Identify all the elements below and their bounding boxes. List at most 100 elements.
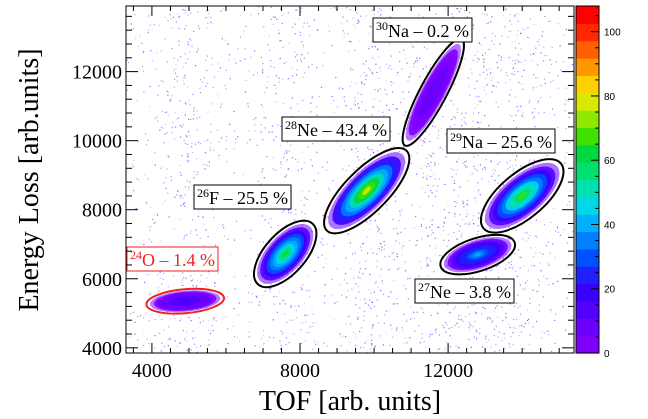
background-speckle	[182, 79, 184, 82]
colorbar-tick-label: 0	[604, 349, 610, 360]
background-speckle	[216, 350, 218, 352]
background-speckle	[519, 305, 521, 307]
background-speckle	[544, 15, 546, 18]
background-speckle	[186, 234, 188, 236]
background-speckle	[453, 189, 455, 191]
background-speckle	[440, 255, 442, 257]
background-speckle	[369, 306, 371, 308]
background-speckle	[331, 95, 333, 98]
background-speckle	[308, 25, 310, 27]
background-speckle	[174, 72, 177, 74]
background-speckle	[464, 58, 466, 60]
background-speckle	[439, 348, 441, 350]
background-speckle	[233, 336, 236, 338]
background-speckle	[180, 174, 182, 176]
background-speckle	[426, 265, 428, 267]
background-speckle	[419, 342, 421, 344]
background-speckle	[262, 241, 264, 243]
background-speckle	[377, 322, 379, 324]
colorbar-tick-label: 60	[604, 156, 616, 167]
background-speckle	[535, 47, 537, 49]
background-speckle	[361, 82, 363, 84]
background-speckle	[348, 40, 351, 43]
background-speckle	[158, 315, 160, 317]
background-speckle	[267, 340, 269, 342]
background-speckle	[398, 219, 400, 222]
background-speckle	[478, 112, 480, 114]
background-speckle	[455, 344, 457, 347]
cluster-30	[405, 43, 461, 141]
colorbar-swatch	[576, 75, 599, 94]
background-speckle	[495, 101, 497, 103]
background-speckle	[291, 157, 293, 159]
background-speckle	[542, 296, 544, 298]
background-speckle	[490, 160, 492, 162]
background-speckle	[414, 330, 416, 332]
background-speckle	[260, 124, 262, 126]
background-speckle	[513, 74, 515, 76]
background-speckle	[367, 146, 369, 148]
background-speckle	[568, 201, 570, 203]
background-speckle	[390, 55, 392, 57]
background-speckle	[389, 151, 391, 153]
background-speckle	[548, 264, 550, 266]
background-speckle	[221, 38, 223, 40]
background-speckle	[345, 323, 347, 325]
background-speckle	[192, 93, 194, 96]
background-speckle	[463, 201, 465, 203]
background-speckle	[449, 346, 451, 348]
background-speckle	[426, 72, 428, 74]
background-speckle	[425, 157, 427, 159]
background-speckle	[217, 158, 219, 160]
background-speckle	[489, 228, 491, 230]
background-speckle	[367, 252, 369, 254]
background-speckle	[199, 345, 202, 347]
background-speckle	[478, 212, 480, 214]
background-speckle	[424, 138, 426, 140]
background-speckle	[323, 342, 325, 344]
background-speckle	[167, 155, 169, 157]
background-speckle	[407, 79, 409, 81]
background-speckle	[373, 106, 375, 109]
background-speckle	[377, 90, 379, 92]
background-speckle	[193, 114, 195, 116]
background-speckle	[557, 87, 559, 89]
background-speckle	[263, 26, 265, 28]
background-speckle	[290, 305, 292, 307]
background-speckle	[511, 115, 513, 117]
background-speckle	[476, 331, 478, 333]
background-speckle	[443, 209, 446, 211]
background-speckle	[482, 71, 484, 73]
background-speckle	[199, 322, 201, 324]
background-speckle	[277, 224, 279, 226]
background-speckle	[233, 239, 236, 241]
background-speckle	[483, 58, 486, 60]
background-speckle	[359, 262, 361, 264]
background-speckle	[133, 159, 135, 161]
background-speckle	[477, 57, 479, 59]
background-speckle	[508, 30, 510, 32]
background-speckle	[137, 339, 139, 341]
background-speckle	[391, 253, 393, 255]
background-speckle	[179, 195, 181, 197]
background-speckle	[469, 277, 471, 279]
background-speckle	[544, 82, 546, 85]
background-speckle	[134, 14, 136, 16]
background-speckle	[410, 162, 412, 164]
background-speckle	[391, 328, 393, 330]
background-speckle	[490, 346, 492, 348]
background-speckle	[387, 67, 390, 69]
background-speckle	[401, 254, 403, 256]
background-speckle	[273, 140, 275, 142]
background-speckle	[210, 21, 212, 23]
background-speckle	[306, 289, 308, 291]
background-speckle	[161, 126, 163, 128]
background-speckle	[505, 72, 507, 74]
background-speckle	[252, 74, 255, 76]
background-speckle	[316, 114, 318, 116]
background-speckle	[333, 245, 335, 247]
background-speckle	[505, 268, 507, 270]
background-speckle	[431, 192, 433, 194]
background-speckle	[369, 223, 371, 225]
background-speckle	[566, 242, 569, 244]
